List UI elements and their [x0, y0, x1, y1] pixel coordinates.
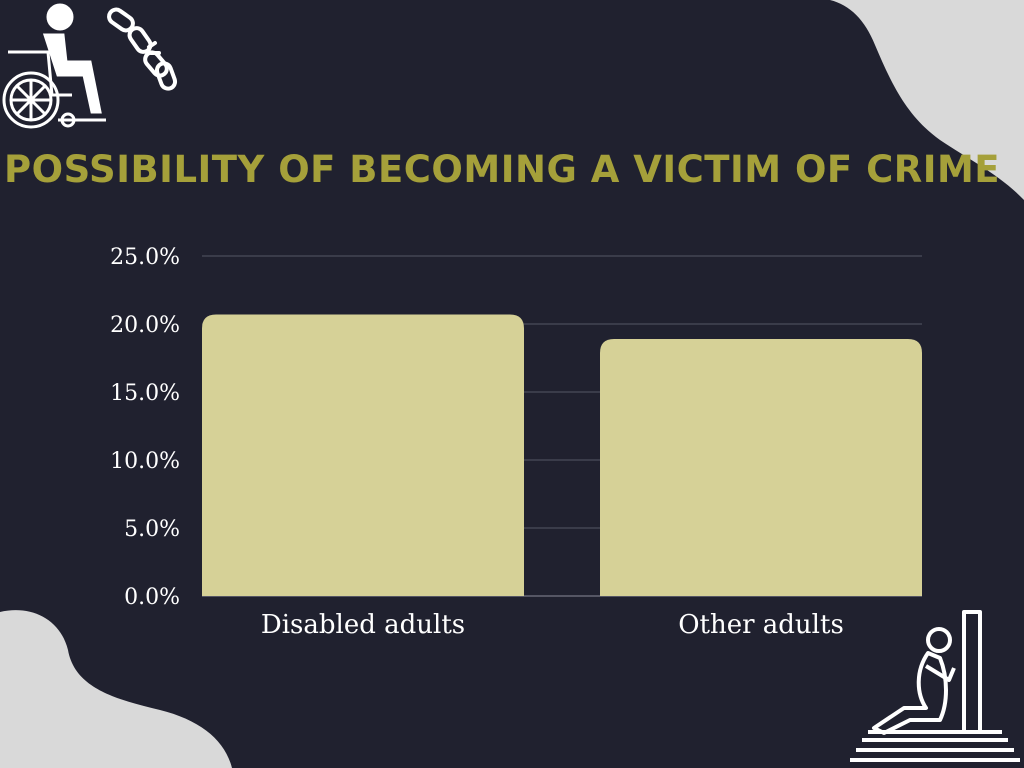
y-tick-label: 15.0%: [110, 381, 180, 406]
x-category-label: Disabled adults: [261, 610, 465, 640]
x-category-label: Other adults: [678, 610, 844, 640]
y-tick-label: 0.0%: [124, 585, 180, 610]
broken-chain-icon: [107, 7, 178, 91]
top-right-blob-shape: [830, 0, 1024, 200]
sad-person-on-steps-icon: [850, 610, 1020, 762]
bar: [202, 314, 524, 596]
bottom-left-blob-shape: [0, 610, 232, 768]
y-tick-label: 10.0%: [110, 449, 180, 474]
page-title: POSSIBILITY OF BECOMING A VICTIM OF CRIM…: [4, 148, 1001, 191]
y-tick-label: 5.0%: [124, 517, 180, 542]
y-tick-label: 25.0%: [110, 245, 180, 270]
wheelchair-user-icon: [2, 3, 106, 129]
bar: [600, 338, 922, 596]
y-axis-ticks: 0.0% 5.0% 10.0% 15.0% 20.0% 25.0%: [110, 245, 180, 610]
bars: [202, 314, 922, 596]
x-axis-labels: Disabled adults Other adults: [261, 610, 844, 640]
y-tick-label: 20.0%: [110, 313, 180, 338]
